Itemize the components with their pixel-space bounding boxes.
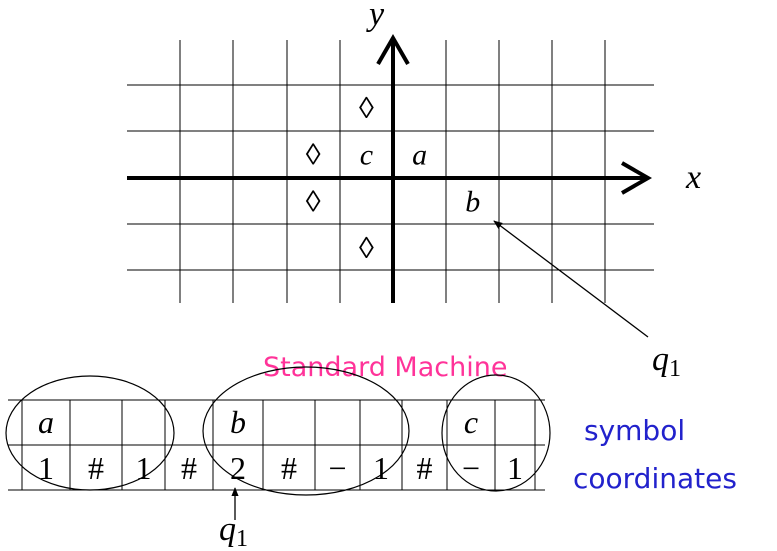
tape-symbol-cell: b: [230, 404, 246, 440]
grid-cell-symbol: b: [465, 185, 480, 218]
tape-coordinate-cell: 1: [507, 450, 523, 486]
grid-cell-symbol: c: [360, 139, 373, 172]
legend-coordinates-label: coordinates: [573, 462, 737, 495]
grid-head-label: q1: [652, 341, 681, 382]
tape-coordinate-cell: #: [281, 450, 297, 486]
tape-coordinate-cell: #: [88, 450, 104, 486]
grid-cell-symbol: a: [412, 139, 427, 172]
x-axis-label: x: [685, 159, 701, 196]
y-axis-label: y: [366, 0, 385, 33]
tape-coordinate-cell: 1: [136, 450, 152, 486]
tape-cells: a b c1 #1 #2 # −1 # −1: [38, 404, 523, 486]
tape-symbol-cell: a: [38, 404, 54, 440]
tape-coordinate-cell: #: [417, 450, 433, 486]
tape-coordinate-cell: 1: [38, 450, 54, 486]
grid-cell-symbol: ◊: [306, 139, 321, 172]
x-axis: [127, 161, 653, 195]
grid-lines: [127, 40, 654, 303]
tape-coordinate-cell: #: [181, 450, 197, 486]
tape-coordinate-cell: 1: [373, 450, 389, 486]
tape-coordinate-cell: −: [328, 450, 346, 486]
grid-cell-symbol: ◊: [359, 92, 374, 125]
grid-cell-symbol: ◊: [359, 232, 374, 265]
tape-coordinate-cell: 2: [230, 450, 246, 486]
tape-coordinate-cell: −: [462, 450, 480, 486]
head-pointer-arrow: [493, 220, 649, 338]
tape-head-label: q1: [219, 511, 248, 551]
group-ellipse-c: [441, 374, 551, 492]
legend-symbol-label: symbol: [584, 414, 685, 447]
grid-symbols: ◊ ◊ c a ◊ b ◊: [306, 92, 481, 265]
group-ellipse-a: [5, 375, 175, 491]
y-axis: [376, 33, 410, 303]
grid-cell-symbol: ◊: [306, 185, 321, 218]
group-ellipse-b: [202, 366, 410, 496]
tape-symbol-cell: c: [464, 404, 478, 440]
